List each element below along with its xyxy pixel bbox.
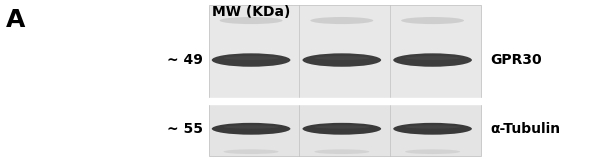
Ellipse shape (220, 17, 283, 24)
Ellipse shape (405, 149, 460, 154)
Ellipse shape (223, 125, 278, 129)
Text: ~ 55: ~ 55 (166, 122, 203, 136)
Text: GPR30: GPR30 (490, 53, 541, 67)
Ellipse shape (302, 53, 381, 67)
Ellipse shape (212, 53, 290, 67)
Ellipse shape (212, 123, 290, 135)
Text: MW (KDa): MW (KDa) (212, 5, 290, 19)
Ellipse shape (315, 56, 369, 60)
Ellipse shape (315, 125, 369, 129)
Bar (209, 104, 481, 156)
Text: ~ 49: ~ 49 (167, 53, 203, 67)
Ellipse shape (393, 123, 472, 135)
Ellipse shape (401, 17, 464, 24)
Ellipse shape (223, 149, 278, 154)
Ellipse shape (405, 56, 460, 60)
Bar (209, 5, 481, 98)
Ellipse shape (310, 17, 373, 24)
Text: α-Tubulin: α-Tubulin (490, 122, 560, 136)
Ellipse shape (315, 149, 369, 154)
Ellipse shape (393, 53, 472, 67)
Ellipse shape (302, 123, 381, 135)
Text: A: A (6, 8, 25, 32)
Ellipse shape (223, 56, 278, 60)
Ellipse shape (405, 125, 460, 129)
